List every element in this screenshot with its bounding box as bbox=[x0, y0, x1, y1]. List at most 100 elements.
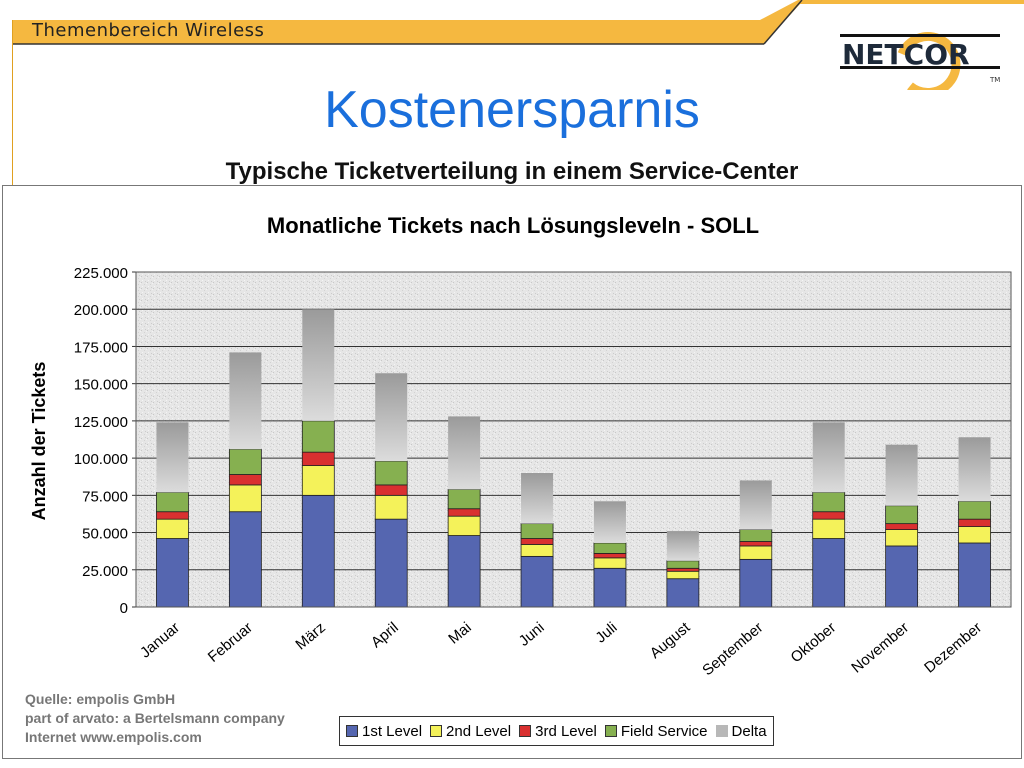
bar-segment bbox=[447, 515, 481, 536]
bar-segment bbox=[520, 538, 554, 545]
source-line-3: Internet www.empolis.com bbox=[25, 729, 202, 745]
x-tick-label: März bbox=[292, 619, 328, 653]
bar-segment bbox=[228, 484, 262, 513]
bar-segment bbox=[739, 480, 772, 530]
bar-segment bbox=[739, 558, 773, 608]
x-tick-label: Februar bbox=[205, 619, 256, 666]
bar-segment bbox=[375, 373, 408, 462]
y-tick-label: 100.000 bbox=[74, 451, 128, 468]
bar-segment bbox=[156, 518, 189, 539]
legend-swatch bbox=[430, 725, 443, 737]
slide-subtitle: Typische Ticketverteilung in einem Servi… bbox=[225, 158, 799, 185]
y-tick-label: 50.000 bbox=[82, 526, 128, 543]
legend-swatch bbox=[604, 725, 617, 737]
legend-item: 1st Level bbox=[346, 723, 422, 740]
bar-segment bbox=[666, 531, 699, 561]
legend-item: 3rd Level bbox=[519, 723, 597, 740]
bar-segment bbox=[448, 416, 481, 490]
bar-segment bbox=[958, 518, 991, 527]
bar-segment bbox=[739, 529, 773, 542]
x-tick-label: August bbox=[647, 619, 694, 663]
bar-segment bbox=[447, 535, 481, 608]
netcor-logo: NETCOR TM bbox=[840, 32, 1000, 90]
bar-segment bbox=[521, 473, 554, 524]
bar-segment bbox=[885, 505, 919, 525]
logo-text: NETCOR bbox=[842, 38, 970, 71]
bar-segment bbox=[885, 444, 918, 506]
y-tick-labels: 0 25.000 50.000 75.000 100.000 125.000 150.000… bbox=[74, 265, 128, 617]
slide-title: Kostenersparnis bbox=[324, 81, 700, 139]
bar-segment bbox=[302, 309, 335, 421]
y-tick-label: 200.000 bbox=[74, 302, 128, 319]
x-tick-labels: Januar Februar März April Mai Juni Juli August S… bbox=[137, 619, 985, 680]
chart-legend: 1st Level 2nd Level 3rd Level Field Service… bbox=[339, 716, 774, 746]
legend-swatch bbox=[519, 725, 532, 737]
bar-segment bbox=[812, 538, 846, 608]
bar-segment bbox=[228, 511, 262, 608]
source-note: Quelle: empolis GmbH part of arvato: a B… bbox=[25, 690, 285, 747]
header-tab bbox=[12, 0, 1024, 45]
legend-item: 2nd Level bbox=[430, 723, 511, 740]
y-tick-label: 125.000 bbox=[74, 414, 128, 431]
bar-segment bbox=[301, 451, 335, 466]
chart-panel: Monatliche Tickets nach Lösungsleveln - … bbox=[2, 185, 1022, 759]
bar-segment bbox=[666, 578, 700, 608]
bar-segment bbox=[229, 352, 262, 450]
x-tick-label: September bbox=[699, 619, 766, 679]
legend-item: Delta bbox=[715, 722, 767, 740]
y-axis-label: Anzahl der Tickets bbox=[29, 362, 49, 521]
bar-segment bbox=[958, 500, 991, 520]
bar-segment bbox=[666, 567, 700, 572]
bar-segment bbox=[301, 494, 335, 608]
legend-label: Delta bbox=[731, 722, 767, 740]
source-line-1: Quelle: empolis GmbH bbox=[25, 691, 176, 707]
bar-segment bbox=[301, 465, 335, 496]
y-tick-label: 25.000 bbox=[82, 563, 128, 580]
bar-segment bbox=[958, 526, 991, 544]
bar-segment bbox=[447, 488, 481, 510]
legend-label: Field Service bbox=[620, 722, 708, 740]
bar-segment bbox=[156, 538, 189, 608]
bar-segment bbox=[374, 494, 408, 520]
x-tick-label: Juni bbox=[516, 619, 548, 650]
bar-segment bbox=[958, 437, 991, 502]
section-title: Themenbereich Wireless bbox=[32, 20, 265, 41]
legend-swatch bbox=[346, 725, 358, 737]
bar-segment bbox=[739, 541, 773, 547]
bar-segment bbox=[156, 422, 189, 493]
bar-segment bbox=[812, 422, 845, 493]
x-tick-label: Januar bbox=[137, 619, 183, 662]
plot-area bbox=[136, 272, 1011, 607]
bar-segment bbox=[593, 557, 627, 569]
bar-segment bbox=[666, 560, 700, 569]
legend-label: 1st Level bbox=[362, 722, 423, 740]
bar-segment bbox=[666, 570, 700, 580]
x-tick-label: Juli bbox=[592, 619, 620, 646]
logo-tm: TM bbox=[989, 76, 1000, 84]
bar-segment bbox=[447, 508, 481, 517]
y-tick-label: 75.000 bbox=[82, 488, 128, 505]
bar-segment bbox=[593, 567, 627, 608]
bar-segment bbox=[520, 544, 554, 557]
bar-segment bbox=[593, 542, 627, 554]
bar-segment bbox=[374, 484, 408, 496]
x-tick-label: Oktober bbox=[787, 619, 839, 666]
legend-label: 3rd Level bbox=[535, 722, 597, 740]
legend-item: Field Service bbox=[604, 722, 708, 740]
slide-frame bbox=[12, 20, 1024, 220]
bar-segment bbox=[739, 545, 773, 560]
bar-chart: Monatliche Tickets nach Lösungsleveln - … bbox=[29, 213, 1012, 680]
x-tick-label: Mai bbox=[445, 619, 474, 648]
bar-segment bbox=[156, 491, 189, 513]
bar-segment bbox=[885, 523, 919, 530]
bar-segment bbox=[374, 460, 408, 486]
bar-segment bbox=[958, 542, 991, 608]
legend-swatch bbox=[715, 725, 728, 737]
bar-segment bbox=[228, 474, 262, 486]
bar-segment bbox=[228, 448, 262, 475]
bars bbox=[156, 309, 991, 608]
x-tick-label: Dezember bbox=[921, 619, 985, 677]
chart-title: Monatliche Tickets nach Lösungsleveln - … bbox=[267, 213, 759, 238]
bar-segment bbox=[885, 545, 919, 608]
x-tick-label: November bbox=[848, 619, 912, 677]
